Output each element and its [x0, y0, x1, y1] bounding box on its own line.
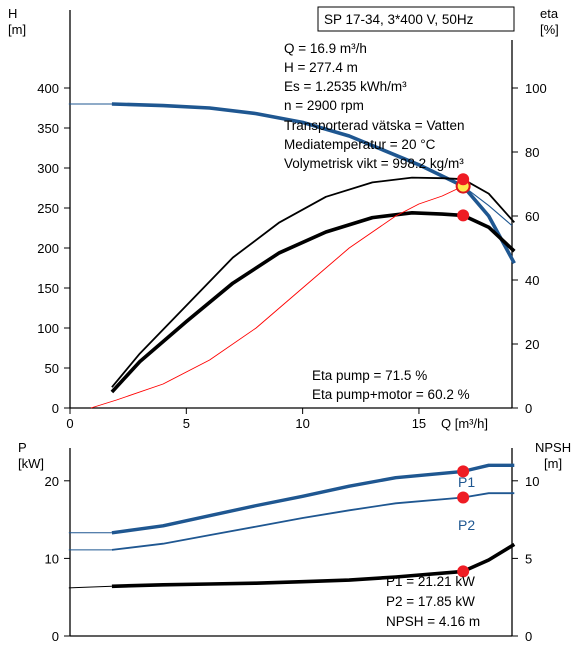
- top-right-tick-label-2: 40: [525, 273, 539, 288]
- top-left-tick-label-2: 100: [37, 321, 59, 336]
- bottom-operating-marker-1: [457, 491, 469, 503]
- bottom-ylabel-left-2: [kW]: [18, 456, 44, 471]
- info-text: Q = 16.9 m³/h H = 277.4 m Es = 1.2535 kW…: [284, 41, 470, 402]
- info-line-liquid: Transporterad vätska = Vatten: [284, 118, 464, 133]
- info-line-q: Q = 16.9 m³/h: [284, 41, 367, 56]
- top-right-tick-label-0: 0: [525, 401, 532, 416]
- top-xlabel: Q [m³/h]: [441, 416, 488, 431]
- info-line-npsh: NPSH = 4.16 m: [386, 614, 480, 629]
- top-ylabel-left-2: [m]: [8, 22, 26, 37]
- top-x-tick-label-0: 0: [66, 416, 73, 431]
- top-x-ticks: 0 5 10 15: [66, 408, 426, 431]
- top-series-efficiency-pump-motor: [112, 213, 514, 392]
- top-x-tick-label-2: 10: [295, 416, 309, 431]
- bottom-y-ticks-left: 0 10 20: [45, 474, 70, 644]
- top-series-efficiency-pump: [112, 178, 514, 388]
- bottom-ylabel-right-1: NPSH: [535, 440, 571, 455]
- top-ylabel-right-2: [%]: [540, 22, 559, 37]
- bottom-right-tick-label-1: 5: [525, 551, 532, 566]
- top-ylabel-left-1: H: [8, 6, 17, 21]
- bottom-panel: P [kW] NPSH [m] 0 10 20 0 5 10 P1 P2 P1 = 21…: [18, 440, 571, 644]
- bottom-info-text: P1 = 21.21 kW P2 = 17.85 kW NPSH = 4.16 …: [386, 574, 480, 629]
- top-left-tick-label-4: 200: [37, 241, 59, 256]
- bottom-series-p2-curve: [112, 493, 514, 550]
- bottom-left-tick-label-0: 0: [52, 629, 59, 644]
- info-line-p1: P1 = 21.21 kW: [386, 574, 475, 589]
- bottom-series-npsh-curve-extension: [69, 586, 112, 588]
- bottom-right-tick-label-2: 10: [525, 474, 539, 489]
- top-x-tick-label-3: 15: [412, 416, 426, 431]
- info-line-temperature: Mediatemperatur = 20 °C: [284, 137, 436, 152]
- top-left-tick-label-5: 250: [37, 201, 59, 216]
- bottom-ylabel-left-1: P: [18, 440, 27, 455]
- info-line-es: Es = 1.2535 kWh/m³: [284, 79, 407, 94]
- top-right-tick-label-4: 80: [525, 145, 539, 160]
- top-left-tick-label-6: 300: [37, 161, 59, 176]
- top-left-tick-label-0: 0: [52, 401, 59, 416]
- bottom-series-group: [69, 465, 515, 588]
- top-right-tick-label-1: 20: [525, 337, 539, 352]
- eta-pump-text: Eta pump = 71.5 %: [312, 368, 427, 383]
- bottom-left-tick-label-1: 10: [45, 551, 59, 566]
- p1-curve-label: P1: [458, 474, 475, 490]
- top-points-group: [457, 173, 470, 221]
- bottom-y-ticks-right: 0 5 10: [512, 474, 539, 644]
- p2-curve-label: P2: [458, 517, 475, 533]
- top-x-tick-label-1: 5: [183, 416, 190, 431]
- top-left-tick-label-3: 150: [37, 281, 59, 296]
- top-y-ticks-right: 0 20 40 60 80 100: [512, 81, 547, 416]
- top-right-tick-label-3: 60: [525, 209, 539, 224]
- bottom-right-tick-label-0: 0: [525, 629, 532, 644]
- eta-pump-motor-text: Eta pump+motor = 60.2 %: [312, 387, 470, 402]
- top-operating-marker-2: [457, 209, 469, 221]
- top-ylabel-right-1: eta: [540, 6, 559, 21]
- info-line-density: Volymetrisk vikt = 998.2 kg/m³: [284, 156, 464, 171]
- top-right-tick-label-5: 100: [525, 81, 547, 96]
- bottom-ylabel-right-2: [m]: [544, 456, 562, 471]
- top-y-ticks-left: 0 50 100 150 200 250 300 350 400: [37, 81, 70, 416]
- info-line-h: H = 277.4 m: [284, 60, 358, 75]
- chart-title: SP 17-34, 3*400 V, 50Hz: [324, 12, 474, 27]
- top-left-tick-label-1: 50: [45, 361, 59, 376]
- top-panel: H [m] eta [%] SP 17-34, 3*400 V, 50Hz 0 5…: [8, 6, 559, 431]
- top-operating-marker-1: [457, 173, 469, 185]
- top-left-tick-label-8: 400: [37, 81, 59, 96]
- bottom-left-tick-label-2: 20: [45, 474, 59, 489]
- top-left-tick-label-7: 350: [37, 121, 59, 136]
- info-line-n: n = 2900 rpm: [284, 98, 364, 113]
- info-line-p2: P2 = 17.85 kW: [386, 594, 475, 609]
